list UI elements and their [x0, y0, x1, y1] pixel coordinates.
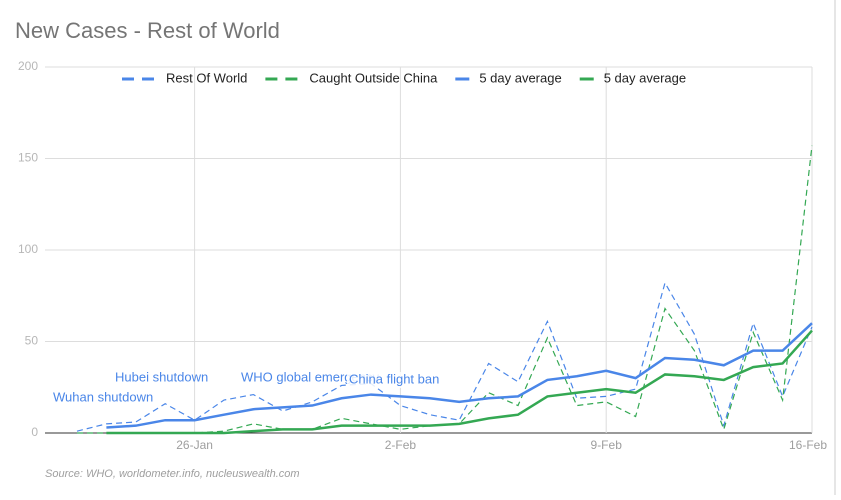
- series-line: [106, 329, 813, 435]
- annotation: Wuhan shutdown: [53, 389, 153, 404]
- legend-label: 5 day average: [479, 70, 561, 85]
- annotation: WHO global emergency: [241, 369, 379, 384]
- source: Source: WHO, worldometer.info, nucleuswe…: [45, 468, 300, 480]
- y-tick-label: 0: [31, 425, 38, 439]
- annotation: China flight ban: [349, 371, 439, 386]
- series-line: [76, 281, 813, 432]
- series-line: [106, 322, 813, 429]
- y-tick-label: 100: [18, 242, 38, 256]
- x-tick-label: 26-Jan: [176, 438, 213, 452]
- chart-title: New Cases - Rest of World: [15, 18, 280, 43]
- annotation-bg: [347, 372, 442, 388]
- legend-label: 5 day average: [604, 70, 686, 85]
- x-tick-label: 9-Feb: [591, 438, 623, 452]
- legend-label: Caught Outside China: [309, 70, 438, 85]
- legend-label: Rest Of World: [166, 70, 247, 85]
- y-tick-label: 150: [18, 151, 38, 165]
- y-tick-label: 200: [18, 59, 38, 73]
- y-tick-label: 50: [25, 334, 39, 348]
- annotation: Hubei shutdown: [115, 369, 208, 384]
- x-tick-label: 16-Feb: [789, 438, 827, 452]
- x-tick-label: 2-Feb: [385, 438, 417, 452]
